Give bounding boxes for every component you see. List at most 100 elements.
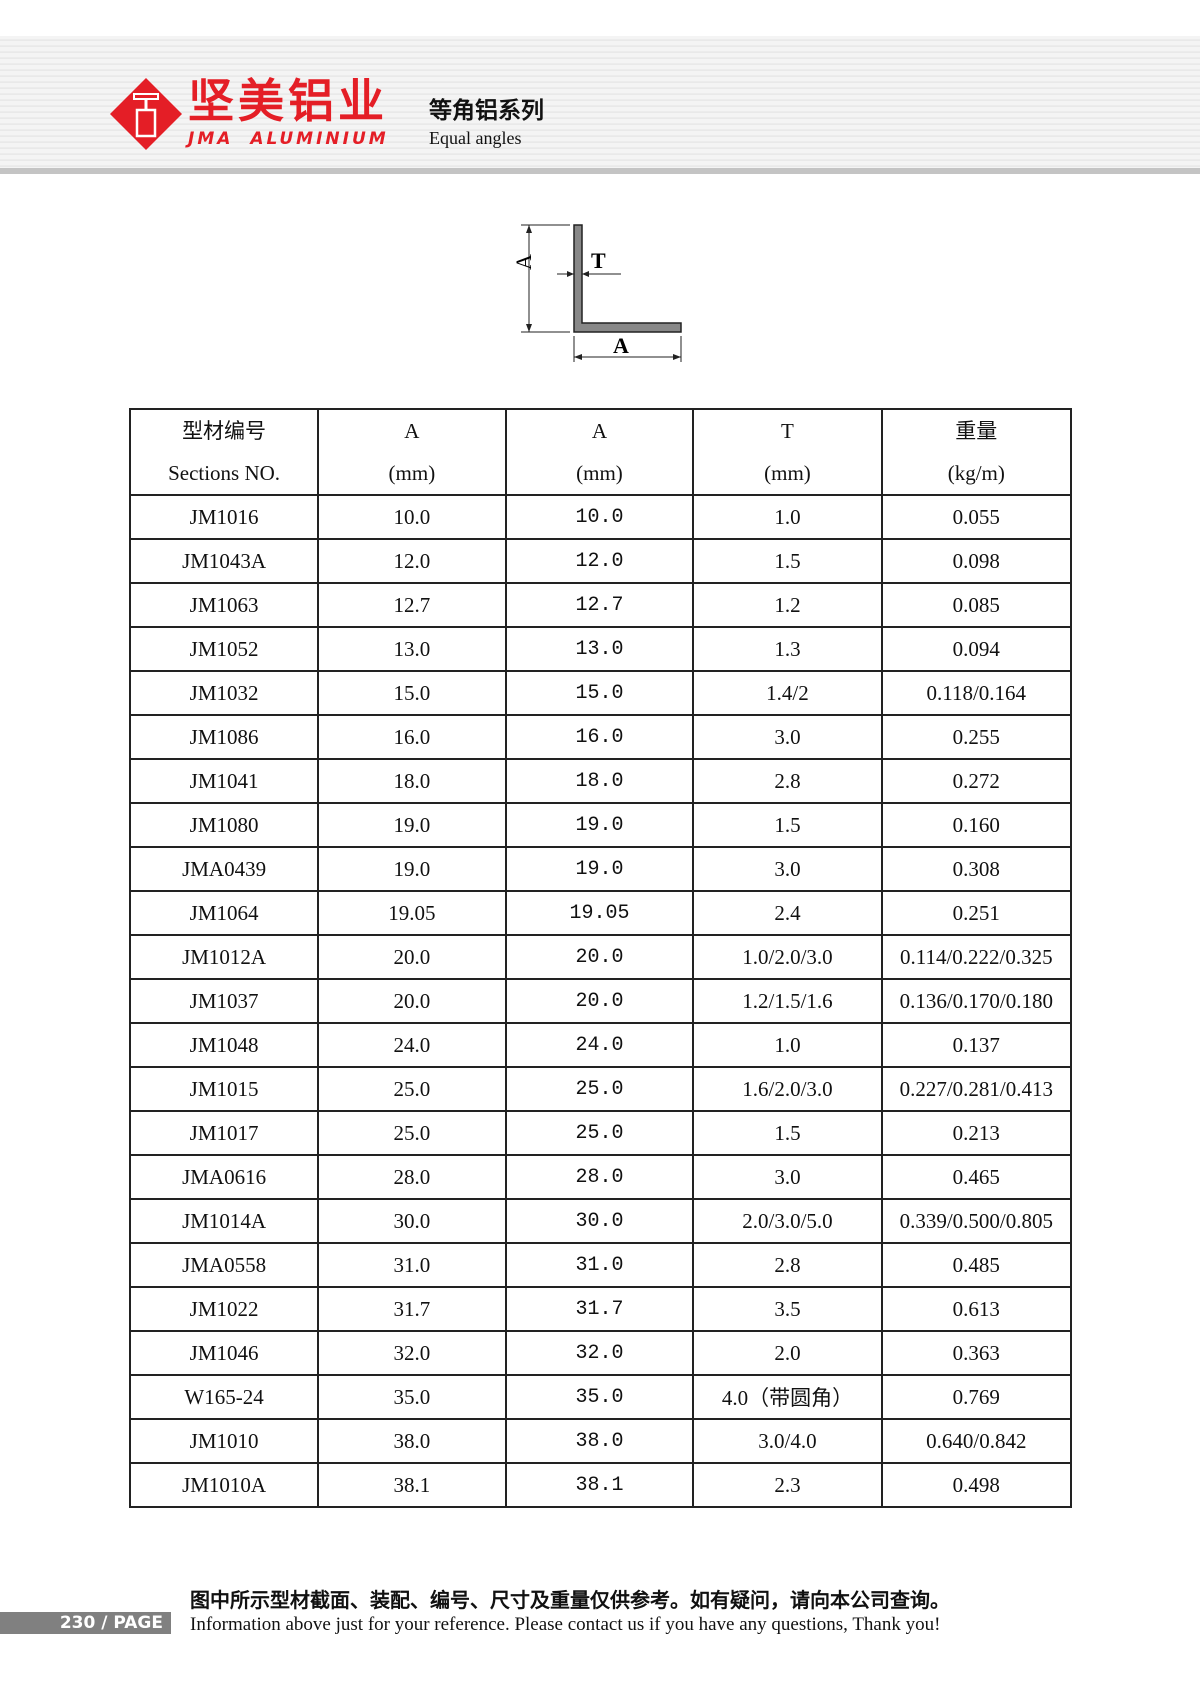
cell-section-no: JMA0439 — [128, 846, 320, 892]
cell-section-no: JM1080 — [128, 802, 320, 848]
cell-t: 2.4 — [692, 890, 883, 936]
cell-a2: 38.0 — [504, 1418, 695, 1464]
series-title-en: Equal angles — [429, 128, 522, 148]
footer-note-en: Information above just for your referenc… — [190, 1614, 941, 1635]
dimension-a-vertical: A — [515, 254, 536, 270]
cell-t: 1.2/1.5/1.6 — [692, 978, 883, 1024]
cell-t: 2.8 — [692, 1242, 883, 1288]
cell-section-no: JM1014A — [128, 1198, 320, 1244]
header-label: A — [404, 419, 420, 443]
cell-t: 1.5 — [692, 1110, 883, 1156]
cell-section-no: JM1048 — [128, 1022, 320, 1068]
header-unit: (mm) — [764, 461, 811, 485]
header-band — [0, 36, 1200, 170]
page-number: 230 / PAGE — [0, 1612, 171, 1634]
table-row: JM1017 25.0 25.0 1.5 0.213 — [128, 1110, 1073, 1156]
cell-t: 3.0 — [692, 1154, 883, 1200]
cell-weight: 0.308 — [880, 846, 1073, 892]
cell-t: 1.4/2 — [692, 670, 883, 716]
header-label: A — [591, 419, 608, 443]
cell-a1: 15.0 — [317, 670, 507, 716]
table-row: JM1014A 30.0 30.0 2.0/3.0/5.0 0.339/0.500/0.… — [128, 1198, 1073, 1244]
cell-a1: 35.0 — [317, 1374, 507, 1420]
cell-weight: 0.136/0.170/0.180 — [880, 978, 1073, 1024]
cell-a1: 19.0 — [317, 802, 507, 848]
cell-a2: 12.7 — [504, 582, 695, 628]
table-row: JM1010A 38.1 38.1 2.3 0.498 — [128, 1462, 1073, 1508]
cell-a2: 15.0 — [504, 670, 695, 716]
table-row: JMA0558 31.0 31.0 2.8 0.485 — [128, 1242, 1073, 1288]
header-label-en: Sections NO. — [168, 461, 281, 485]
cell-section-no: JM1046 — [128, 1330, 320, 1376]
cell-a2: 18.0 — [504, 758, 695, 804]
cell-weight: 0.339/0.500/0.805 — [880, 1198, 1073, 1244]
cell-t: 1.3 — [692, 626, 883, 672]
table-row: JM1048 24.0 24.0 1.0 0.137 — [128, 1022, 1073, 1068]
cell-a2: 12.0 — [504, 538, 695, 584]
cell-weight: 0.272 — [880, 758, 1073, 804]
cell-section-no: JM1015 — [128, 1066, 320, 1112]
cell-section-no: JM1086 — [128, 714, 320, 760]
table-row: JMA0616 28.0 28.0 3.0 0.465 — [128, 1154, 1073, 1200]
cell-t: 1.2 — [692, 582, 883, 628]
series-title-cn: 等角铝系列 — [429, 98, 544, 123]
cell-a2: 19.05 — [504, 890, 695, 936]
cell-weight: 0.094 — [880, 626, 1073, 672]
cell-section-no: JM1063 — [128, 582, 320, 628]
table-row: JM1086 16.0 16.0 3.0 0.255 — [128, 714, 1073, 760]
cell-a2: 16.0 — [504, 714, 695, 760]
cell-section-no: JM1052 — [128, 626, 320, 672]
cell-section-no: JMA0558 — [128, 1242, 320, 1288]
cell-a1: 16.0 — [317, 714, 507, 760]
cell-section-no: JM1041 — [128, 758, 320, 804]
cell-a2: 19.0 — [504, 802, 695, 848]
cell-a1: 19.0 — [317, 846, 507, 892]
equal-angles-table: 型材编号 Sections NO. A (mm) A (mm) T (mm) 重量 (kg… — [128, 408, 1073, 1508]
cell-a2: 25.0 — [504, 1110, 695, 1156]
cell-t: 1.6/2.0/3.0 — [692, 1066, 883, 1112]
equal-angle-diagram: A T A — [515, 224, 682, 362]
cell-a1: 31.0 — [317, 1242, 507, 1288]
cell-t: 2.0 — [692, 1330, 883, 1376]
brand-name-en: JMA ALUMINIUM — [188, 129, 389, 149]
header-weight: 重量 (kg/m) — [880, 408, 1073, 496]
cell-a1: 10.0 — [317, 494, 507, 540]
cell-weight: 0.485 — [880, 1242, 1073, 1288]
cell-t: 3.0 — [692, 846, 883, 892]
cell-weight: 0.251 — [880, 890, 1073, 936]
table-row: JM1015 25.0 25.0 1.6/2.0/3.0 0.227/0.281/0.4… — [128, 1066, 1073, 1112]
cell-section-no: JM1064 — [128, 890, 320, 936]
cell-weight: 0.098 — [880, 538, 1073, 584]
header-unit: (mm) — [388, 461, 436, 485]
header-unit: (kg/m) — [947, 461, 1005, 485]
cell-a1: 19.05 — [317, 890, 507, 936]
cell-a2: 13.0 — [504, 626, 695, 672]
table-header-row: 型材编号 Sections NO. A (mm) A (mm) T (mm) 重量 (kg… — [128, 408, 1073, 496]
cell-a2: 10.0 — [504, 494, 695, 540]
cell-a1: 18.0 — [317, 758, 507, 804]
cell-weight: 0.227/0.281/0.413 — [880, 1066, 1073, 1112]
cell-a2: 19.0 — [504, 846, 695, 892]
footer-note-cn: 图中所示型材截面、装配、编号、尺寸及重量仅供参考。如有疑问，请向本公司查询。 — [190, 1588, 950, 1612]
cell-a2: 32.0 — [504, 1330, 695, 1376]
cell-weight: 0.255 — [880, 714, 1073, 760]
cell-a1: 24.0 — [317, 1022, 507, 1068]
cell-a2: 20.0 — [504, 978, 695, 1024]
cell-t: 1.5 — [692, 538, 883, 584]
header-a2: A (mm) — [504, 408, 695, 496]
cell-weight: 0.114/0.222/0.325 — [880, 934, 1073, 980]
cell-t: 1.5 — [692, 802, 883, 848]
cell-weight: 0.769 — [880, 1374, 1073, 1420]
table-row: JM1052 13.0 13.0 1.3 0.094 — [128, 626, 1073, 672]
header-t: T (mm) — [692, 408, 883, 496]
cell-weight: 0.465 — [880, 1154, 1073, 1200]
table-row: W165-24 35.0 35.0 4.0（带圆角） 0.769 — [128, 1374, 1073, 1420]
cell-section-no: JM1012A — [128, 934, 320, 980]
cell-section-no: JM1022 — [128, 1286, 320, 1332]
table-row: JM1046 32.0 32.0 2.0 0.363 — [128, 1330, 1073, 1376]
cell-weight: 0.085 — [880, 582, 1073, 628]
cell-weight: 0.160 — [880, 802, 1073, 848]
header-divider — [0, 168, 1200, 174]
cell-a1: 12.0 — [317, 538, 507, 584]
cell-a2: 38.1 — [504, 1462, 695, 1508]
